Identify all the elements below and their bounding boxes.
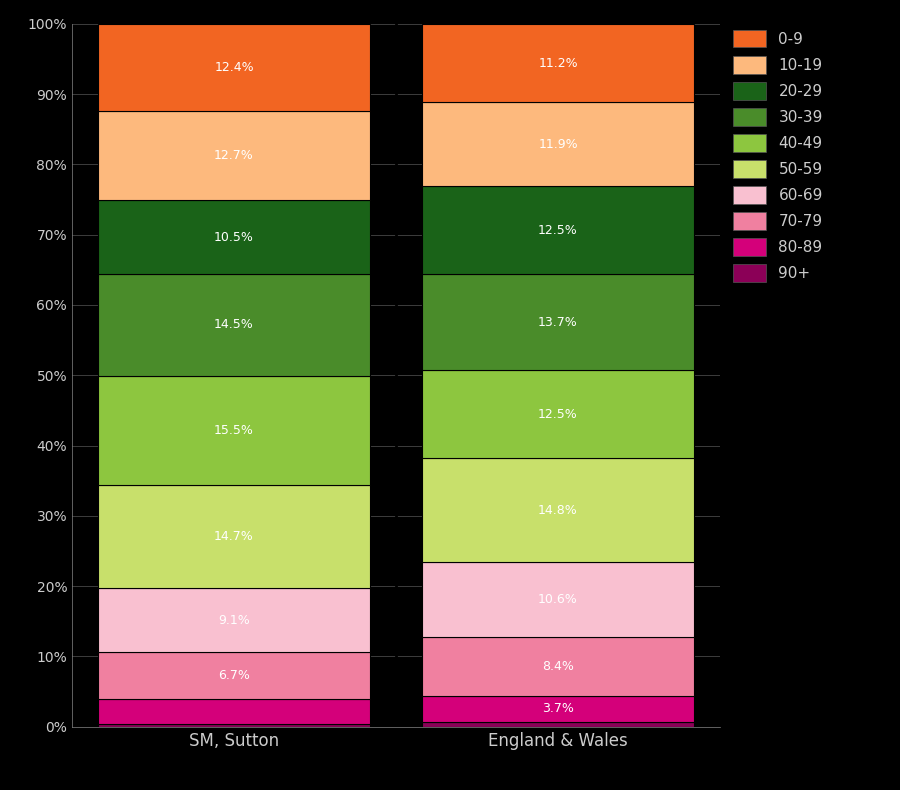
Bar xyxy=(422,562,694,637)
Bar xyxy=(98,200,370,274)
Bar xyxy=(422,458,694,562)
Text: 15.5%: 15.5% xyxy=(214,424,254,437)
Text: 12.5%: 12.5% xyxy=(538,408,578,421)
Bar xyxy=(422,186,694,274)
Bar xyxy=(422,722,694,727)
Bar xyxy=(422,274,694,371)
Text: 8.4%: 8.4% xyxy=(542,660,574,673)
Bar xyxy=(98,376,370,485)
Text: 10.6%: 10.6% xyxy=(538,593,578,606)
Bar xyxy=(98,724,370,727)
Text: 6.7%: 6.7% xyxy=(218,669,250,683)
Bar xyxy=(422,103,694,186)
Text: 3.7%: 3.7% xyxy=(542,702,574,716)
Text: 12.4%: 12.4% xyxy=(214,61,254,73)
Bar xyxy=(422,696,694,722)
Legend: 0-9, 10-19, 20-29, 30-39, 40-49, 50-59, 60-69, 70-79, 80-89, 90+: 0-9, 10-19, 20-29, 30-39, 40-49, 50-59, … xyxy=(726,24,829,288)
Text: 14.7%: 14.7% xyxy=(214,530,254,543)
Bar xyxy=(98,111,370,200)
Text: 14.5%: 14.5% xyxy=(214,318,254,332)
Bar xyxy=(98,699,370,724)
Bar xyxy=(98,274,370,376)
Text: 14.8%: 14.8% xyxy=(538,504,578,517)
Text: 11.9%: 11.9% xyxy=(538,137,578,151)
Bar xyxy=(98,485,370,589)
Text: 10.5%: 10.5% xyxy=(214,231,254,243)
Bar xyxy=(422,637,694,696)
Text: 12.7%: 12.7% xyxy=(214,149,254,162)
Text: 13.7%: 13.7% xyxy=(538,316,578,329)
Bar xyxy=(422,371,694,458)
Bar xyxy=(98,24,370,111)
Text: 11.2%: 11.2% xyxy=(538,57,578,70)
Bar xyxy=(98,653,370,699)
Text: 9.1%: 9.1% xyxy=(218,614,250,626)
Text: 12.5%: 12.5% xyxy=(538,224,578,236)
Bar xyxy=(98,589,370,653)
Bar xyxy=(422,24,694,103)
